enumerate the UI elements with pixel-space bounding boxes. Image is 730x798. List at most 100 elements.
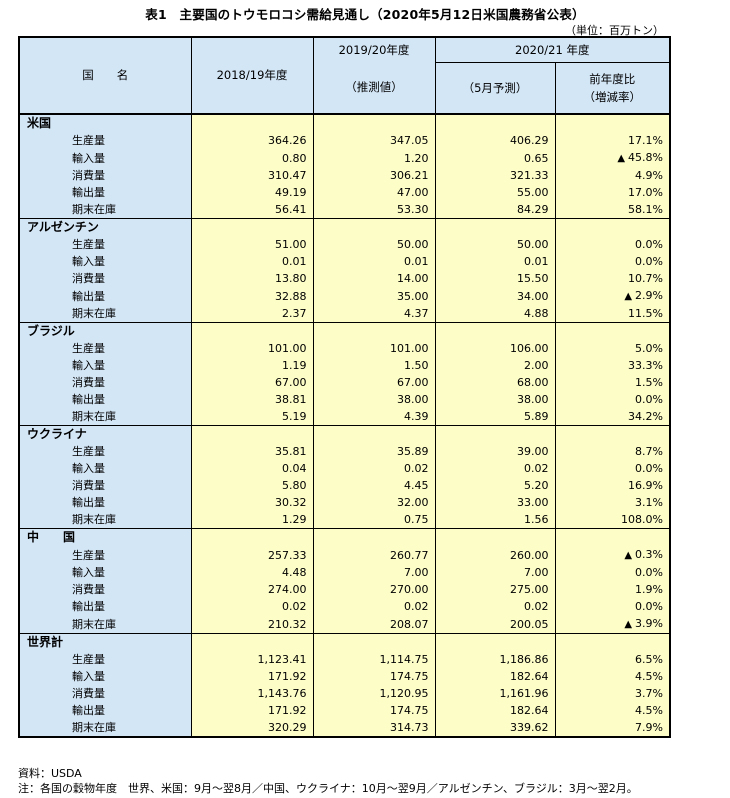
change-cell: 0.0% <box>554 236 671 253</box>
change-value: 17.1% <box>628 134 663 147</box>
change-cell: 0.0% <box>554 253 671 270</box>
value-cell-v2018: 310.47 <box>190 167 313 184</box>
change-cell: 0.0% <box>554 391 671 408</box>
empty-cell <box>434 528 555 546</box>
source-note: 資料：USDA <box>18 767 82 780</box>
change-value: 0.0% <box>635 255 663 268</box>
value-cell-v2020: 275.00 <box>434 581 555 598</box>
empty-cell <box>554 425 671 443</box>
value-cell-v2020: 406.29 <box>434 132 555 149</box>
item-label: 輸出量 <box>18 598 191 615</box>
change-cell: 1.9% <box>554 581 671 598</box>
empty-cell <box>434 425 555 443</box>
item-label: 輸出量 <box>18 702 191 719</box>
header-2020: 2020/21 年度 <box>434 36 671 63</box>
value-cell-v2020: 182.64 <box>434 702 555 719</box>
group-row: ブラジル <box>18 322 671 340</box>
change-cell: 17.1% <box>554 132 671 149</box>
value-cell-v2020: 0.02 <box>434 598 555 615</box>
value-cell-v2019: 67.00 <box>312 374 435 391</box>
value-cell-v2019: 38.00 <box>312 391 435 408</box>
change-cell: 10.7% <box>554 270 671 287</box>
change-cell: 1.5% <box>554 374 671 391</box>
value-cell-v2020: 106.00 <box>434 340 555 357</box>
empty-cell <box>312 528 435 546</box>
item-label: 生産量 <box>18 236 191 253</box>
group-name: アルゼンチン <box>18 218 191 236</box>
value-cell-v2020: 1.56 <box>434 511 555 529</box>
change-cell: 11.5% <box>554 305 671 323</box>
value-cell-v2020: 15.50 <box>434 270 555 287</box>
value-cell-v2019: 4.45 <box>312 477 435 494</box>
value-cell-v2019: 50.00 <box>312 236 435 253</box>
table-row: 期末在庫 210.32 208.07 200.05 ▲ 3.9% <box>18 615 671 634</box>
value-cell-v2019: 0.75 <box>312 511 435 529</box>
change-value: 5.0% <box>635 342 663 355</box>
change-cell: 0.0% <box>554 598 671 615</box>
group-row: 世界計 <box>18 633 671 651</box>
value-cell-v2019: 32.00 <box>312 494 435 511</box>
empty-cell <box>190 633 313 651</box>
change-cell: 5.0% <box>554 340 671 357</box>
item-label: 生産量 <box>18 546 191 564</box>
change-cell: 0.0% <box>554 564 671 581</box>
value-cell-v2018: 171.92 <box>190 668 313 685</box>
value-cell-v2019: 306.21 <box>312 167 435 184</box>
value-cell-v2018: 32.88 <box>190 287 313 305</box>
value-cell-v2020: 7.00 <box>434 564 555 581</box>
value-cell-v2019: 4.37 <box>312 305 435 323</box>
value-cell-v2018: 4.48 <box>190 564 313 581</box>
value-cell-v2020: 339.62 <box>434 719 555 738</box>
decrease-triangle-icon: ▲ <box>624 291 633 302</box>
value-cell-v2020: 84.29 <box>434 201 555 219</box>
value-cell-v2020: 34.00 <box>434 287 555 305</box>
value-cell-v2018: 210.32 <box>190 615 313 634</box>
group-name: ウクライナ <box>18 425 191 443</box>
change-cell: 4.5% <box>554 702 671 719</box>
item-label: 期末在庫 <box>18 615 191 634</box>
value-cell-v2019: 1.20 <box>312 149 435 167</box>
change-value: 34.2% <box>628 410 663 423</box>
change-value: 4.5% <box>635 670 663 683</box>
value-cell-v2019: 4.39 <box>312 408 435 426</box>
table-row: 生産量 101.00 101.00 106.00 5.0% <box>18 340 671 357</box>
empty-cell <box>312 218 435 236</box>
change-value: 4.9% <box>635 169 663 182</box>
change-cell: ▲ 0.3% <box>554 546 671 564</box>
value-cell-v2018: 30.32 <box>190 494 313 511</box>
change-value: 0.0% <box>635 462 663 475</box>
group-row: 米国 <box>18 113 671 132</box>
item-label: 消費量 <box>18 270 191 287</box>
group-row: アルゼンチン <box>18 218 671 236</box>
value-cell-v2018: 5.19 <box>190 408 313 426</box>
empty-cell <box>190 322 313 340</box>
value-cell-v2019: 101.00 <box>312 340 435 357</box>
item-label: 輸出量 <box>18 494 191 511</box>
decrease-triangle-icon: ▲ <box>624 619 633 630</box>
item-label: 消費量 <box>18 685 191 702</box>
item-label: 輸入量 <box>18 460 191 477</box>
value-cell-v2018: 35.81 <box>190 443 313 460</box>
year-note: 注：各国の穀物年度 世界、米国：9月～翌8月／中国、ウクライナ：10月～翌9月／… <box>18 782 638 795</box>
table-row: 消費量 13.80 14.00 15.50 10.7% <box>18 270 671 287</box>
change-cell: 4.5% <box>554 668 671 685</box>
change-cell: ▲ 2.9% <box>554 287 671 305</box>
item-label: 期末在庫 <box>18 408 191 426</box>
value-cell-v2019: 1,114.75 <box>312 651 435 668</box>
item-label: 生産量 <box>18 443 191 460</box>
empty-cell <box>554 218 671 236</box>
item-label: 期末在庫 <box>18 305 191 323</box>
table-row: 輸出量 171.92 174.75 182.64 4.5% <box>18 702 671 719</box>
table-row: 輸出量 38.81 38.00 38.00 0.0% <box>18 391 671 408</box>
empty-cell <box>554 322 671 340</box>
item-label: 消費量 <box>18 167 191 184</box>
value-cell-v2018: 364.26 <box>190 132 313 149</box>
change-cell: 17.0% <box>554 184 671 201</box>
item-label: 輸入量 <box>18 564 191 581</box>
empty-cell <box>312 322 435 340</box>
item-label: 生産量 <box>18 340 191 357</box>
change-value: 10.7% <box>628 272 663 285</box>
item-label: 生産量 <box>18 132 191 149</box>
value-cell-v2020: 182.64 <box>434 668 555 685</box>
item-label: 輸入量 <box>18 357 191 374</box>
